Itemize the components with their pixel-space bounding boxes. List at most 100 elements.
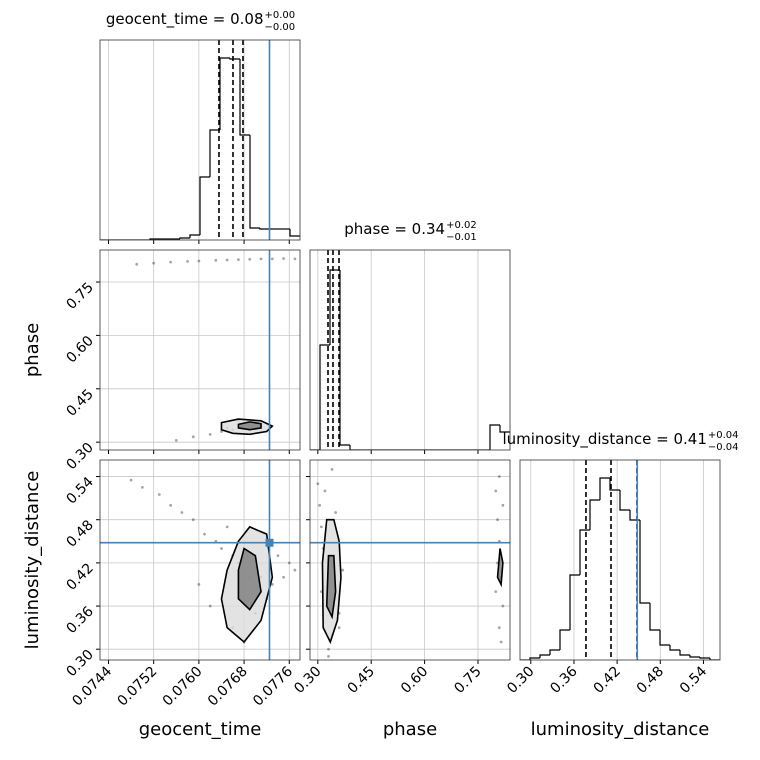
hist-step	[539, 654, 550, 658]
sample-point	[197, 259, 201, 263]
x-axis-label: phase	[383, 719, 437, 740]
x-tick-label: 0.54	[677, 663, 710, 696]
sample-point	[157, 493, 161, 496]
hist-step	[199, 176, 210, 235]
sample-point	[282, 257, 286, 260]
hist-step	[559, 629, 570, 650]
sample-point	[316, 482, 320, 486]
hist-step	[529, 657, 540, 660]
sample-point	[494, 590, 498, 594]
x-axis-label: geocent_time	[139, 719, 262, 740]
panel	[310, 250, 510, 450]
hist-step	[609, 478, 620, 491]
sample-point	[497, 475, 501, 478]
sample-point	[129, 478, 133, 482]
sample-point	[293, 568, 297, 572]
hist-step	[709, 658, 720, 660]
sample-point	[319, 525, 323, 529]
y-axis-label: luminosity_distance	[22, 471, 43, 650]
sample-point	[287, 561, 291, 565]
hist-step	[499, 425, 510, 433]
sample-point	[169, 503, 173, 507]
hist-step	[179, 237, 190, 239]
y-tick-label: 0.60	[63, 333, 96, 366]
title-minus: −0.04	[708, 442, 739, 453]
sample-point	[237, 258, 240, 262]
hist-step	[319, 344, 330, 450]
y-tick-label: 0.48	[63, 517, 96, 550]
sample-point	[140, 485, 144, 489]
sample-point	[152, 261, 156, 265]
y-tick-label: 0.42	[63, 560, 96, 593]
hist-step	[579, 529, 590, 575]
sample-point	[327, 647, 330, 651]
sample-point	[214, 258, 218, 262]
y-tick-label: 0.45	[63, 386, 96, 419]
title-plus: +0.04	[708, 430, 739, 441]
x-tick-label: 0.45	[345, 664, 378, 697]
sample-point	[180, 511, 184, 514]
hist-step	[229, 58, 240, 60]
hist-step	[659, 630, 670, 646]
y-axis-label: phase	[22, 323, 43, 377]
x-tick-label: 0.42	[591, 664, 624, 697]
x-tick-label: 0.0752	[115, 664, 161, 710]
hist-step	[489, 424, 500, 450]
hist-step	[629, 510, 640, 521]
hist-step	[669, 645, 680, 651]
panel-frame	[99, 459, 301, 661]
sample-point	[225, 258, 229, 262]
sample-point	[501, 503, 505, 507]
sample-point	[259, 257, 263, 261]
hist-step	[219, 57, 230, 130]
hist-step	[549, 649, 560, 655]
y-tick-label: 0.75	[63, 280, 96, 313]
hist-step	[349, 445, 360, 450]
sample-point	[225, 525, 229, 529]
hist-step	[209, 129, 220, 177]
hist-step	[289, 229, 300, 237]
x-tick-label: 0.36	[547, 663, 580, 696]
hist-step	[639, 520, 650, 604]
title-plus: +0.02	[446, 220, 477, 231]
x-tick-label: 0.48	[634, 664, 667, 697]
sample-point	[248, 257, 252, 261]
panel-frame	[519, 459, 721, 661]
sample-point	[191, 435, 195, 439]
hist-step	[689, 655, 700, 658]
x-tick-label: 0.0760	[160, 664, 206, 710]
sample-point	[327, 655, 330, 658]
panel-frame	[309, 249, 511, 451]
sample-point	[318, 503, 322, 507]
contour	[496, 548, 504, 588]
x-tick-label: 0.60	[398, 664, 431, 697]
panel	[100, 40, 300, 240]
sample-point	[186, 259, 189, 263]
panel	[520, 460, 720, 660]
sample-point	[499, 640, 503, 644]
sample-point	[220, 547, 223, 550]
hist-step	[339, 270, 350, 446]
sample-point	[501, 604, 505, 608]
title-minus: −0.01	[446, 232, 477, 243]
hist-step	[679, 650, 690, 656]
sample-point	[341, 568, 345, 572]
sample-point	[174, 438, 178, 442]
hist-step	[619, 490, 630, 511]
title-plus: +0.00	[265, 10, 296, 21]
contour	[237, 547, 262, 611]
sample-point	[135, 262, 139, 266]
panel-frame	[309, 459, 511, 661]
sample-point	[337, 626, 341, 630]
y-tick-label: 0.54	[63, 474, 96, 507]
sample-point	[334, 511, 338, 514]
hist-step	[249, 135, 260, 229]
sample-point	[208, 604, 212, 608]
contour	[237, 421, 262, 431]
sample-point	[497, 626, 501, 630]
x-axis-label: luminosity_distance	[531, 719, 710, 740]
sample-point	[197, 583, 201, 586]
panel-title: phase = 0.34	[344, 220, 445, 238]
